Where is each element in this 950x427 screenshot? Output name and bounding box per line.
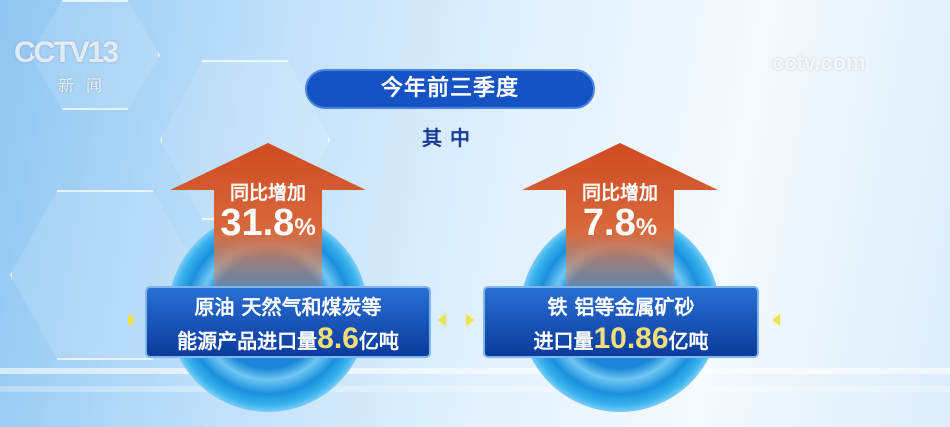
percent-value: 7.8 (582, 202, 636, 244)
up-arrow-icon (170, 143, 366, 293)
stat-line1: 原油 天然气和煤炭等 (194, 295, 382, 319)
percent-value: 31.8 (220, 202, 295, 244)
cctv13-logo: CCTV13 (14, 36, 119, 69)
stat-value: 10.86 (593, 322, 669, 355)
stat-value: 8.6 (317, 322, 359, 355)
triangle-decoration (466, 314, 474, 326)
percent-unit: % (294, 214, 316, 241)
stat-box-energy: 原油 天然气和煤炭等 能源产品进口量8.6亿吨 (145, 286, 431, 358)
stripe-decoration (0, 386, 950, 392)
yoy-percent: 31.8% (200, 202, 336, 245)
yoy-percent: 7.8% (552, 202, 688, 245)
yoy-label: 同比增加 (581, 182, 658, 204)
triangle-decoration (772, 314, 780, 326)
percent-unit: % (635, 214, 658, 241)
stat-box-metal-ore: 铁 铝等金属矿砂 进口量10.86亿吨 (483, 286, 759, 358)
triangle-decoration (128, 314, 136, 326)
cctv-com-logo: cctv.com (772, 50, 866, 75)
triangle-decoration (438, 314, 446, 326)
stat-line1: 铁 铝等金属矿砂 (547, 295, 695, 319)
cctv13-logo-sub: 新闻 (58, 76, 115, 95)
page-title: 今年前三季度 (305, 69, 595, 109)
hexagon-decoration (30, 0, 160, 110)
stat-unit: 亿吨 (668, 329, 709, 353)
stat-line2: 进口量10.86亿吨 (485, 323, 757, 357)
stat-prefix: 能源产品进口量 (177, 329, 318, 353)
stripe-decoration (0, 368, 950, 374)
yoy-label: 同比增加 (229, 182, 306, 204)
up-arrow-icon (522, 143, 718, 293)
stat-line2: 能源产品进口量8.6亿吨 (147, 323, 429, 357)
stat-unit: 亿吨 (358, 329, 399, 353)
subtitle: 其中 (422, 126, 478, 150)
stat-prefix: 进口量 (533, 329, 594, 353)
